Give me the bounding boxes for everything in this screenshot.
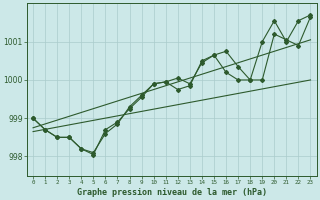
X-axis label: Graphe pression niveau de la mer (hPa): Graphe pression niveau de la mer (hPa): [77, 188, 267, 197]
